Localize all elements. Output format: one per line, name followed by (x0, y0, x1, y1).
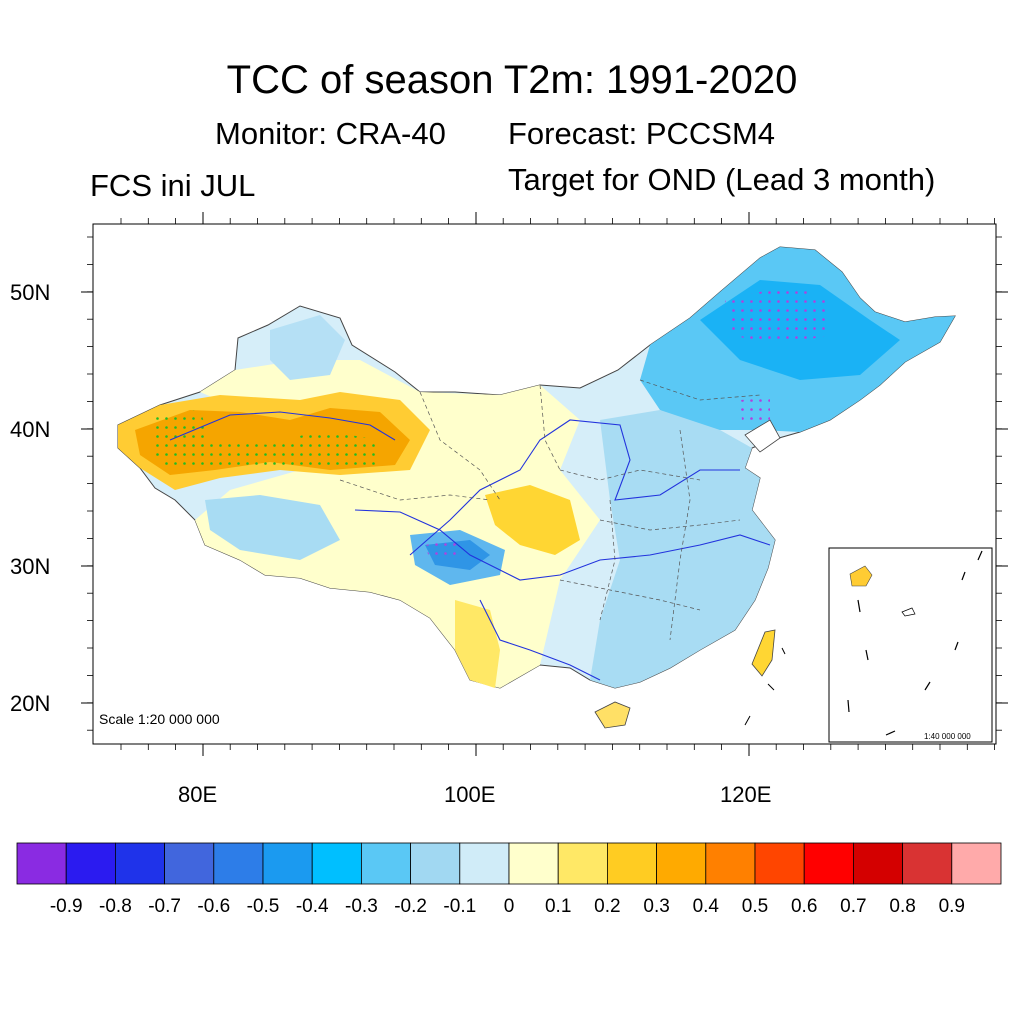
colorbar-swatch (705, 842, 756, 885)
lon-label-80e: 80E (178, 782, 218, 807)
colorbar-swatch (853, 842, 904, 885)
lat-label-20n: 20N (10, 691, 51, 716)
colorbar-label: -0.1 (443, 896, 477, 917)
zone-south-yellow (455, 600, 500, 688)
colorbar-swatch (311, 842, 362, 885)
colorbar-label: 0.2 (594, 896, 621, 917)
init-label: FCS ini JUL (90, 168, 256, 203)
taiwan-island (751, 629, 776, 677)
zone-central-yellow (485, 485, 580, 555)
lat-label-30n: 30N (10, 554, 51, 579)
stipple-purple-3 (425, 540, 460, 560)
colorbar-label: 0.6 (790, 896, 818, 917)
colorbar-swatch (164, 842, 215, 885)
hainan-island (594, 701, 631, 729)
monitor-label: Monitor: CRA-40 (215, 116, 446, 151)
tarim-river (169, 411, 396, 441)
colorbar-swatch (65, 842, 116, 885)
colorbar-swatch (459, 842, 510, 885)
lat-label-40n: 40N (10, 417, 51, 442)
colorbar-label: 0.1 (544, 896, 572, 917)
colorbar-label: -0.4 (295, 896, 329, 917)
colorbar-label: 0.3 (643, 896, 670, 917)
stipple-green (150, 410, 380, 470)
inset-islands (901, 607, 916, 617)
colorbar-label: 0.9 (938, 896, 965, 917)
colorbar-label: 0.8 (889, 896, 916, 917)
colorbar-label: -0.3 (345, 896, 378, 917)
colorbar-swatch (213, 842, 264, 885)
zone-junggar-blue (270, 315, 345, 380)
colorbar-label: 0.7 (840, 896, 867, 917)
colorbar-label: -0.5 (246, 896, 280, 917)
colorbar-label: 0.5 (741, 896, 769, 917)
province-borders (339, 379, 761, 641)
zone-light-yellow (195, 360, 600, 688)
colorbar-label: -0.7 (148, 896, 181, 917)
scale-note: Scale 1:20 000 000 (99, 711, 220, 727)
colorbar (16, 842, 1002, 885)
colorbar-swatch (360, 842, 411, 885)
stipple-purple-2 (740, 398, 770, 420)
lat-label-50n: 50N (10, 280, 51, 305)
target-label: Target for OND (Lead 3 month) (508, 162, 936, 197)
colorbar-swatch (656, 842, 707, 885)
colorbar-label: 0 (503, 896, 515, 917)
colorbar-swatch (410, 842, 461, 885)
bohai-bay (744, 419, 781, 453)
rivers (169, 411, 771, 681)
colorbar-swatch (607, 842, 658, 885)
colorbar-swatch (951, 842, 1002, 885)
colorbar-swatch (16, 842, 67, 885)
yellow-river (409, 419, 740, 556)
colorbar-swatch (508, 842, 559, 885)
map-title: TCC of season T2m: 1991-2020 (226, 58, 798, 102)
inset-scale-note: 1:40 000 000 (924, 732, 971, 741)
lon-label-100e: 100E (444, 782, 496, 807)
lon-label-120e: 120E (720, 782, 772, 807)
minor-ticks (87, 218, 1002, 750)
colorbar-swatch (754, 842, 805, 885)
inset-hainan (849, 565, 873, 587)
boundary-dashes (744, 647, 786, 726)
inset-boundary-dashes (847, 550, 983, 736)
colorbar-swatch (803, 842, 854, 885)
colorbar-label: -0.2 (394, 896, 427, 917)
colorbar-label: 0.4 (692, 896, 719, 917)
significance-stipple (150, 285, 830, 560)
colorbar-swatch (557, 842, 608, 885)
colorbar-label: -0.6 (197, 896, 231, 917)
colorbar-label: -0.9 (49, 896, 83, 917)
forecast-label: Forecast: PCCSM4 (508, 116, 776, 151)
zone-tibet-blue (205, 495, 340, 560)
colorbar-swatch (115, 842, 166, 885)
colorbar-swatch (902, 842, 953, 885)
stipple-purple (725, 285, 830, 345)
yangtze-river (354, 509, 771, 581)
colorbar-swatch (262, 842, 313, 885)
colorbar-label: -0.8 (99, 896, 132, 917)
inset-map (828, 547, 993, 743)
south-river (479, 599, 601, 681)
